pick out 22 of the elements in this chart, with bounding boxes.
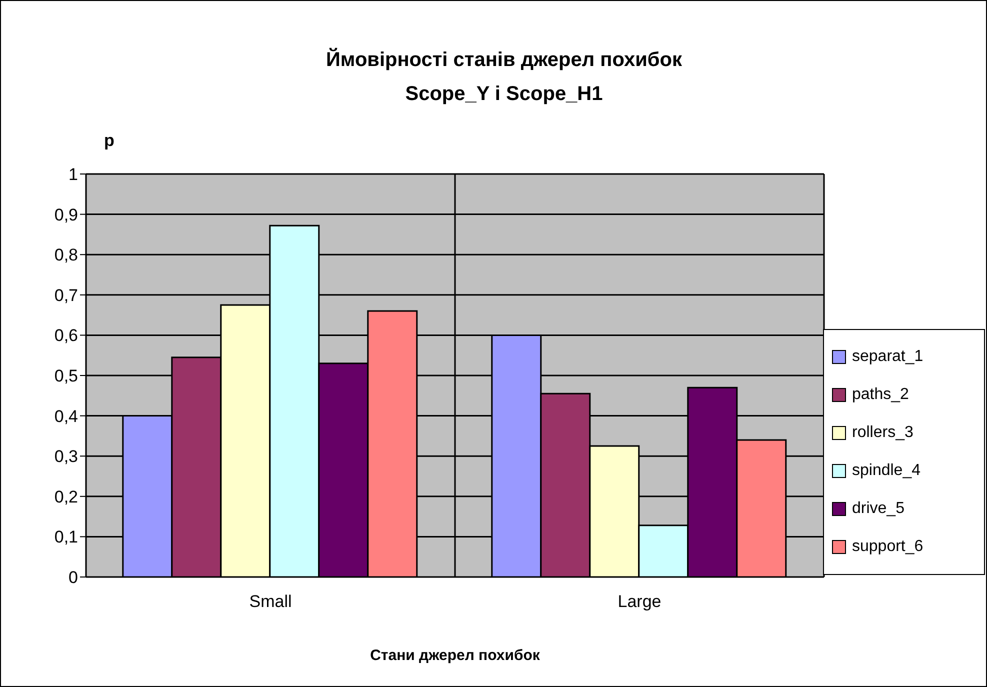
x-axis-title: Стани джерел похибок — [369, 647, 541, 664]
y-axis-title: p — [104, 131, 114, 151]
y-tick-label: 1 — [68, 165, 78, 184]
chart-title: Ймовірності станів джерел похибок Scope_Y і Scope_H1 — [325, 46, 683, 107]
y-tick-label: 0,8 — [54, 246, 78, 265]
y-tick-label: 0,6 — [54, 326, 78, 346]
y-tick-label: 0,4 — [54, 406, 78, 426]
legend-label: paths_2 — [852, 386, 909, 404]
y-tick-label: 0,9 — [54, 205, 78, 224]
legend-label: spindle_4 — [852, 462, 920, 480]
y-tick-label: 0,2 — [54, 487, 78, 506]
legend-label: drive_5 — [852, 500, 904, 518]
legend-label: rollers_3 — [852, 424, 914, 442]
y-tick-label: 0,1 — [54, 528, 78, 547]
legend-label: separat_1 — [852, 348, 924, 366]
x-tick-label: Large — [618, 592, 662, 612]
y-tick-label: 0,7 — [54, 286, 78, 305]
y-tick-label: 0 — [68, 568, 78, 588]
legend-label: support_6 — [852, 538, 924, 556]
x-tick-label: Small — [249, 592, 292, 612]
y-tick-label: 0,5 — [54, 366, 78, 386]
y-tick-label: 0,3 — [54, 447, 78, 466]
